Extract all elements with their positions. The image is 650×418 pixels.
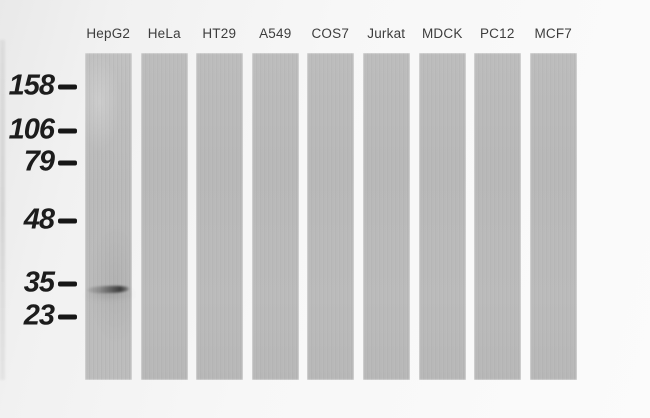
- mw-tick-79: [58, 160, 77, 166]
- lane-label-hepg2: HepG2: [86, 26, 131, 41]
- lane-label-cos7: COS7: [311, 26, 350, 41]
- lane-label-mcf7: MCF7: [534, 26, 573, 41]
- mw-tick-106: [58, 128, 77, 134]
- scan-edge-artifact: [0, 40, 5, 380]
- lane-pc12: [474, 53, 521, 380]
- mw-label-79: 79: [23, 145, 55, 178]
- mw-marker-48: 48: [0, 203, 80, 236]
- lane-label-jurkat: Jurkat: [367, 26, 406, 41]
- mw-marker-106: 106: [0, 113, 80, 146]
- mw-tick-48: [58, 218, 77, 224]
- mw-label-35: 35: [23, 266, 55, 299]
- protein-band-hepg2: [85, 285, 131, 294]
- mw-label-48: 48: [23, 203, 55, 236]
- lane-cos7: [307, 53, 354, 380]
- lane-mcf7: [530, 53, 577, 380]
- lane-hela: [141, 53, 188, 380]
- lane-jurkat: [363, 53, 410, 380]
- lane-a549: [252, 53, 299, 380]
- mw-label-158: 158: [8, 69, 55, 102]
- mw-tick-23: [58, 314, 77, 320]
- mw-label-23: 23: [23, 299, 55, 332]
- lane-label-a549: A549: [259, 26, 292, 41]
- mw-tick-158: [58, 84, 77, 90]
- lane-ht29: [196, 53, 243, 380]
- lane-label-mdck: MDCK: [421, 26, 463, 41]
- lane-hepg2: [85, 53, 132, 380]
- mw-marker-35: 35: [0, 266, 80, 299]
- lane-mdck: [419, 53, 466, 380]
- mw-marker-158: 158: [0, 69, 80, 102]
- lane-label-pc12: PC12: [479, 26, 515, 41]
- lane-label-hela: HeLa: [147, 26, 181, 41]
- lane-label-ht29: HT29: [202, 26, 237, 41]
- mw-marker-79: 79: [0, 145, 80, 178]
- mw-label-106: 106: [8, 113, 55, 146]
- mw-tick-35: [58, 281, 77, 287]
- mw-marker-23: 23: [0, 299, 80, 332]
